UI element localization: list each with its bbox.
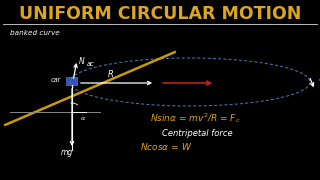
Text: α: α — [81, 116, 85, 120]
Text: car: car — [51, 77, 61, 83]
Text: ac: ac — [87, 61, 95, 67]
Text: Ncos$\alpha$ = W: Ncos$\alpha$ = W — [140, 141, 192, 152]
Text: v: v — [318, 77, 320, 86]
Text: N: N — [79, 57, 85, 66]
Bar — [66, 77, 77, 85]
Text: banked curve: banked curve — [10, 30, 60, 36]
Text: R: R — [108, 70, 114, 79]
Text: UNIFORM CIRCULAR MOTION: UNIFORM CIRCULAR MOTION — [19, 5, 301, 23]
Text: mg: mg — [61, 148, 73, 157]
Text: Centripetal force: Centripetal force — [162, 129, 233, 138]
Text: Nsin$\alpha$ = mv$^2$/R = F$_c$: Nsin$\alpha$ = mv$^2$/R = F$_c$ — [150, 111, 241, 125]
